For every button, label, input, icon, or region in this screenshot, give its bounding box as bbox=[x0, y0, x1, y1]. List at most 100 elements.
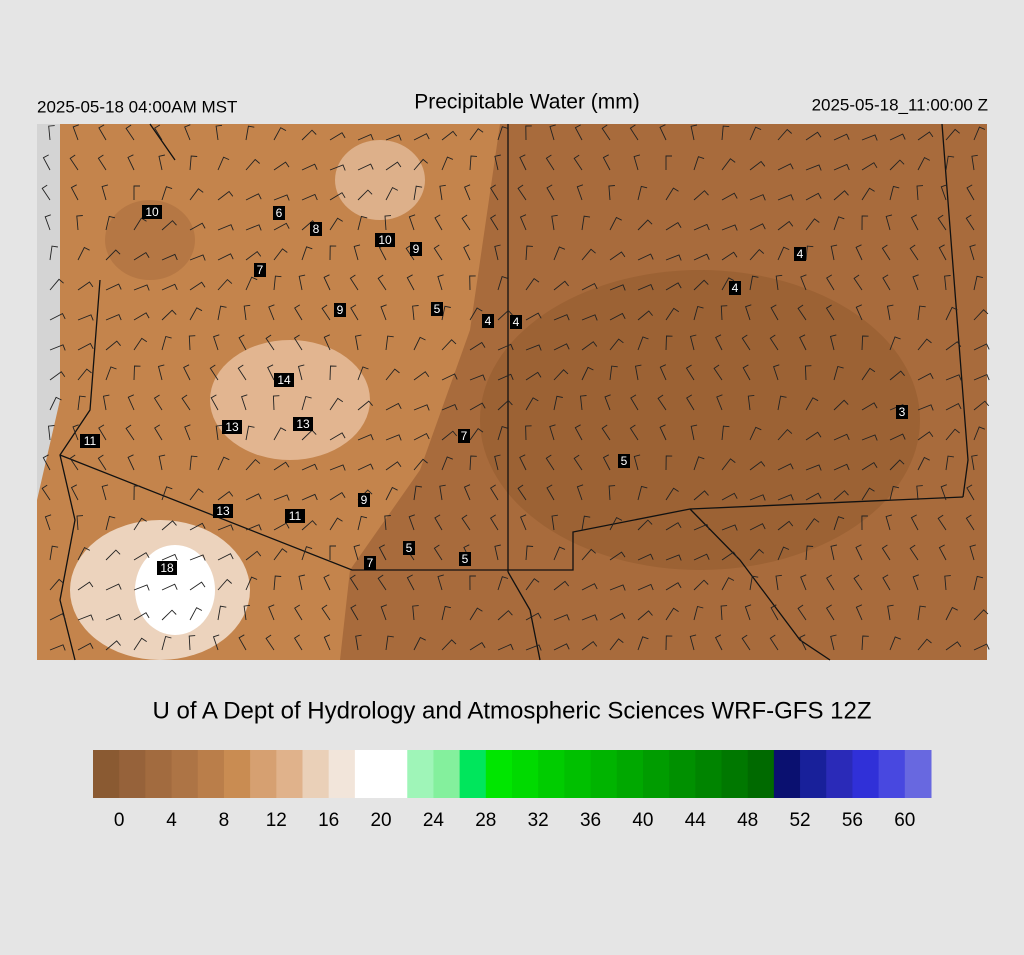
wind-barb bbox=[158, 454, 166, 471]
wind-barb bbox=[749, 223, 766, 231]
wind-barb bbox=[525, 545, 534, 561]
wind-barb bbox=[105, 283, 122, 291]
wind-barb bbox=[267, 364, 275, 381]
colorbar-bin bbox=[669, 750, 696, 798]
wind-barb bbox=[273, 161, 290, 171]
colorbar-bin bbox=[826, 750, 853, 798]
wind-barb bbox=[917, 456, 930, 471]
wind-barb bbox=[581, 341, 598, 351]
wind-barb bbox=[693, 190, 709, 201]
wind-barb bbox=[188, 635, 196, 651]
wind-barb bbox=[525, 277, 540, 291]
wind-barb bbox=[441, 130, 458, 141]
station-label: 13 bbox=[296, 417, 310, 431]
wind-barb bbox=[350, 304, 359, 321]
wind-barb bbox=[665, 155, 672, 170]
wind-barb bbox=[714, 634, 723, 651]
wind-barb bbox=[693, 605, 704, 621]
wind-barb bbox=[133, 337, 148, 351]
wind-barb bbox=[805, 245, 814, 261]
wind-barb bbox=[212, 634, 220, 651]
wind-barb bbox=[385, 186, 399, 201]
wind-barb bbox=[800, 574, 807, 591]
wind-barb bbox=[44, 214, 51, 231]
wind-barb bbox=[189, 254, 206, 261]
station-label: 18 bbox=[160, 561, 174, 575]
wind-barb bbox=[125, 124, 135, 141]
wind-barb bbox=[469, 341, 486, 351]
wind-barb bbox=[553, 369, 569, 381]
wind-barb bbox=[637, 185, 648, 201]
wind-barb bbox=[49, 245, 58, 261]
wind-barb bbox=[385, 161, 402, 171]
wind-barb bbox=[519, 154, 527, 171]
wind-barb bbox=[413, 404, 430, 411]
wind-barb bbox=[461, 214, 471, 231]
colorbar-bin bbox=[223, 750, 251, 798]
wind-barb bbox=[777, 546, 790, 561]
wind-barb bbox=[861, 335, 869, 351]
wind-barb bbox=[154, 424, 163, 441]
wind-barb bbox=[489, 514, 499, 531]
wind-barb bbox=[297, 364, 305, 381]
wind-barb bbox=[434, 214, 443, 231]
wind-barb bbox=[665, 487, 679, 501]
wind-barb bbox=[637, 219, 653, 231]
wind-barb bbox=[413, 485, 422, 501]
wind-barb bbox=[413, 336, 426, 351]
wind-barb bbox=[721, 492, 738, 501]
wind-barb bbox=[882, 574, 891, 591]
wind-barb bbox=[770, 304, 779, 321]
credit: U of A Dept of Hydrology and Atmospheric… bbox=[153, 697, 872, 724]
wind-barb bbox=[349, 274, 359, 291]
wind-barb bbox=[161, 309, 177, 321]
station-box bbox=[334, 303, 346, 317]
colorbar-bin bbox=[276, 750, 303, 798]
wind-barb bbox=[489, 484, 499, 501]
wind-barb bbox=[973, 400, 990, 411]
wind-barb bbox=[301, 463, 318, 471]
field-region bbox=[210, 340, 370, 460]
wind-barb bbox=[133, 312, 150, 321]
wind-barb bbox=[412, 305, 419, 321]
wind-barb bbox=[601, 124, 611, 141]
wind-barb bbox=[777, 128, 792, 141]
wind-barb bbox=[189, 155, 198, 171]
wind-barb bbox=[805, 164, 822, 171]
wind-barb bbox=[833, 463, 850, 471]
wind-barb bbox=[101, 184, 109, 201]
wind-barb bbox=[189, 581, 206, 591]
colorbar-tick-label: 28 bbox=[475, 810, 496, 831]
wind-barb bbox=[189, 488, 204, 501]
wind-barb bbox=[609, 251, 626, 261]
wind-barb bbox=[42, 454, 51, 471]
wind-barb bbox=[161, 283, 178, 291]
wind-barb bbox=[945, 606, 958, 621]
wind-barb bbox=[189, 455, 198, 471]
wind-barb bbox=[329, 132, 346, 141]
wind-barb bbox=[189, 522, 206, 531]
station-label: 10 bbox=[378, 233, 392, 247]
wind-barb bbox=[517, 484, 527, 501]
field-region bbox=[480, 270, 920, 570]
wind-barb bbox=[861, 367, 876, 381]
wind-barb bbox=[184, 124, 191, 141]
wind-barb bbox=[184, 424, 191, 441]
wind-barb bbox=[549, 424, 556, 441]
wind-barb bbox=[553, 314, 570, 321]
colorbar-bin bbox=[695, 750, 722, 798]
wind-barb bbox=[413, 458, 428, 471]
wind-barb bbox=[551, 514, 558, 531]
wind-barb bbox=[749, 523, 766, 531]
wind-barb bbox=[581, 515, 591, 531]
wind-barb bbox=[520, 514, 527, 531]
wind-barb bbox=[833, 365, 844, 381]
wind-barb bbox=[609, 338, 624, 351]
wind-barb bbox=[243, 304, 251, 321]
station-label: 11 bbox=[84, 434, 97, 448]
wind-barb bbox=[889, 433, 906, 441]
wind-barb bbox=[48, 425, 55, 441]
wind-barb bbox=[581, 548, 596, 561]
wind-barb bbox=[633, 454, 641, 471]
